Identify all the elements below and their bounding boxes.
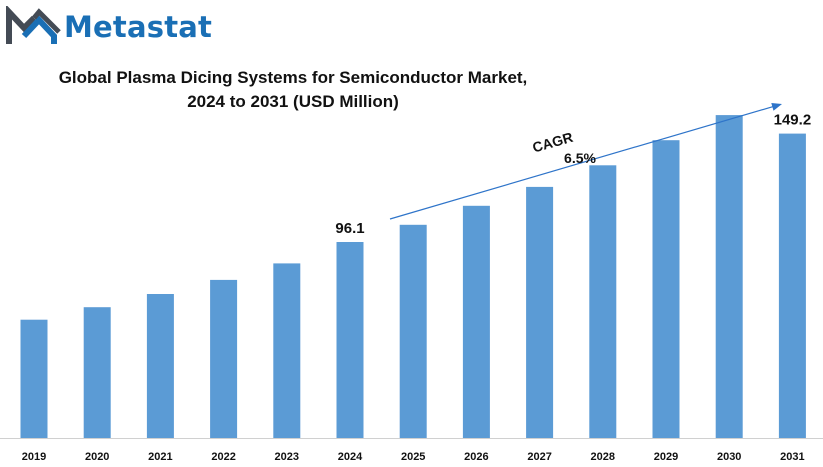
data-label-2031: 149.2: [774, 112, 812, 129]
x-tick-2020: 2020: [85, 451, 109, 463]
chart-title: Global Plasma Dicing Systems for Semicon…: [28, 66, 558, 114]
cagr-arrow: [389, 105, 775, 220]
bar-2031: [778, 133, 806, 438]
brand-name: Metastat: [64, 10, 213, 44]
bar-2022: [210, 279, 238, 438]
x-tick-2026: 2026: [464, 451, 488, 463]
x-tick-2019: 2019: [22, 451, 46, 463]
x-tick-2022: 2022: [211, 451, 235, 463]
cagr-arrowhead: [771, 103, 782, 111]
x-tick-2028: 2028: [591, 451, 615, 463]
cagr-value: 6.5%: [564, 150, 596, 166]
bar-2029: [652, 140, 680, 438]
bar-2026: [462, 205, 490, 438]
bar-2027: [526, 186, 554, 438]
x-tick-2029: 2029: [654, 451, 678, 463]
data-label-2024: 96.1: [335, 220, 364, 237]
x-tick-2024: 2024: [338, 451, 363, 463]
bar-2028: [589, 165, 617, 439]
chart-title-line-2: 2024 to 2031 (USD Million): [187, 92, 399, 111]
x-tick-2031: 2031: [780, 451, 804, 463]
bar-2021: [146, 294, 174, 438]
x-tick-2025: 2025: [401, 451, 425, 463]
x-tick-2027: 2027: [527, 451, 551, 463]
metastat-m-icon: [6, 6, 61, 44]
chart-title-line-1: Global Plasma Dicing Systems for Semicon…: [58, 68, 528, 87]
x-tick-2021: 2021: [148, 451, 172, 463]
x-tick-2023: 2023: [275, 451, 299, 463]
bar-2020: [83, 307, 111, 438]
x-tick-2030: 2030: [717, 451, 741, 463]
bar-2019: [20, 319, 48, 438]
bar-2030: [715, 115, 743, 438]
bar-2024: [336, 242, 364, 438]
bar-2023: [273, 263, 301, 438]
bar-2025: [399, 224, 427, 438]
brand-logo: Metastat: [6, 6, 246, 48]
